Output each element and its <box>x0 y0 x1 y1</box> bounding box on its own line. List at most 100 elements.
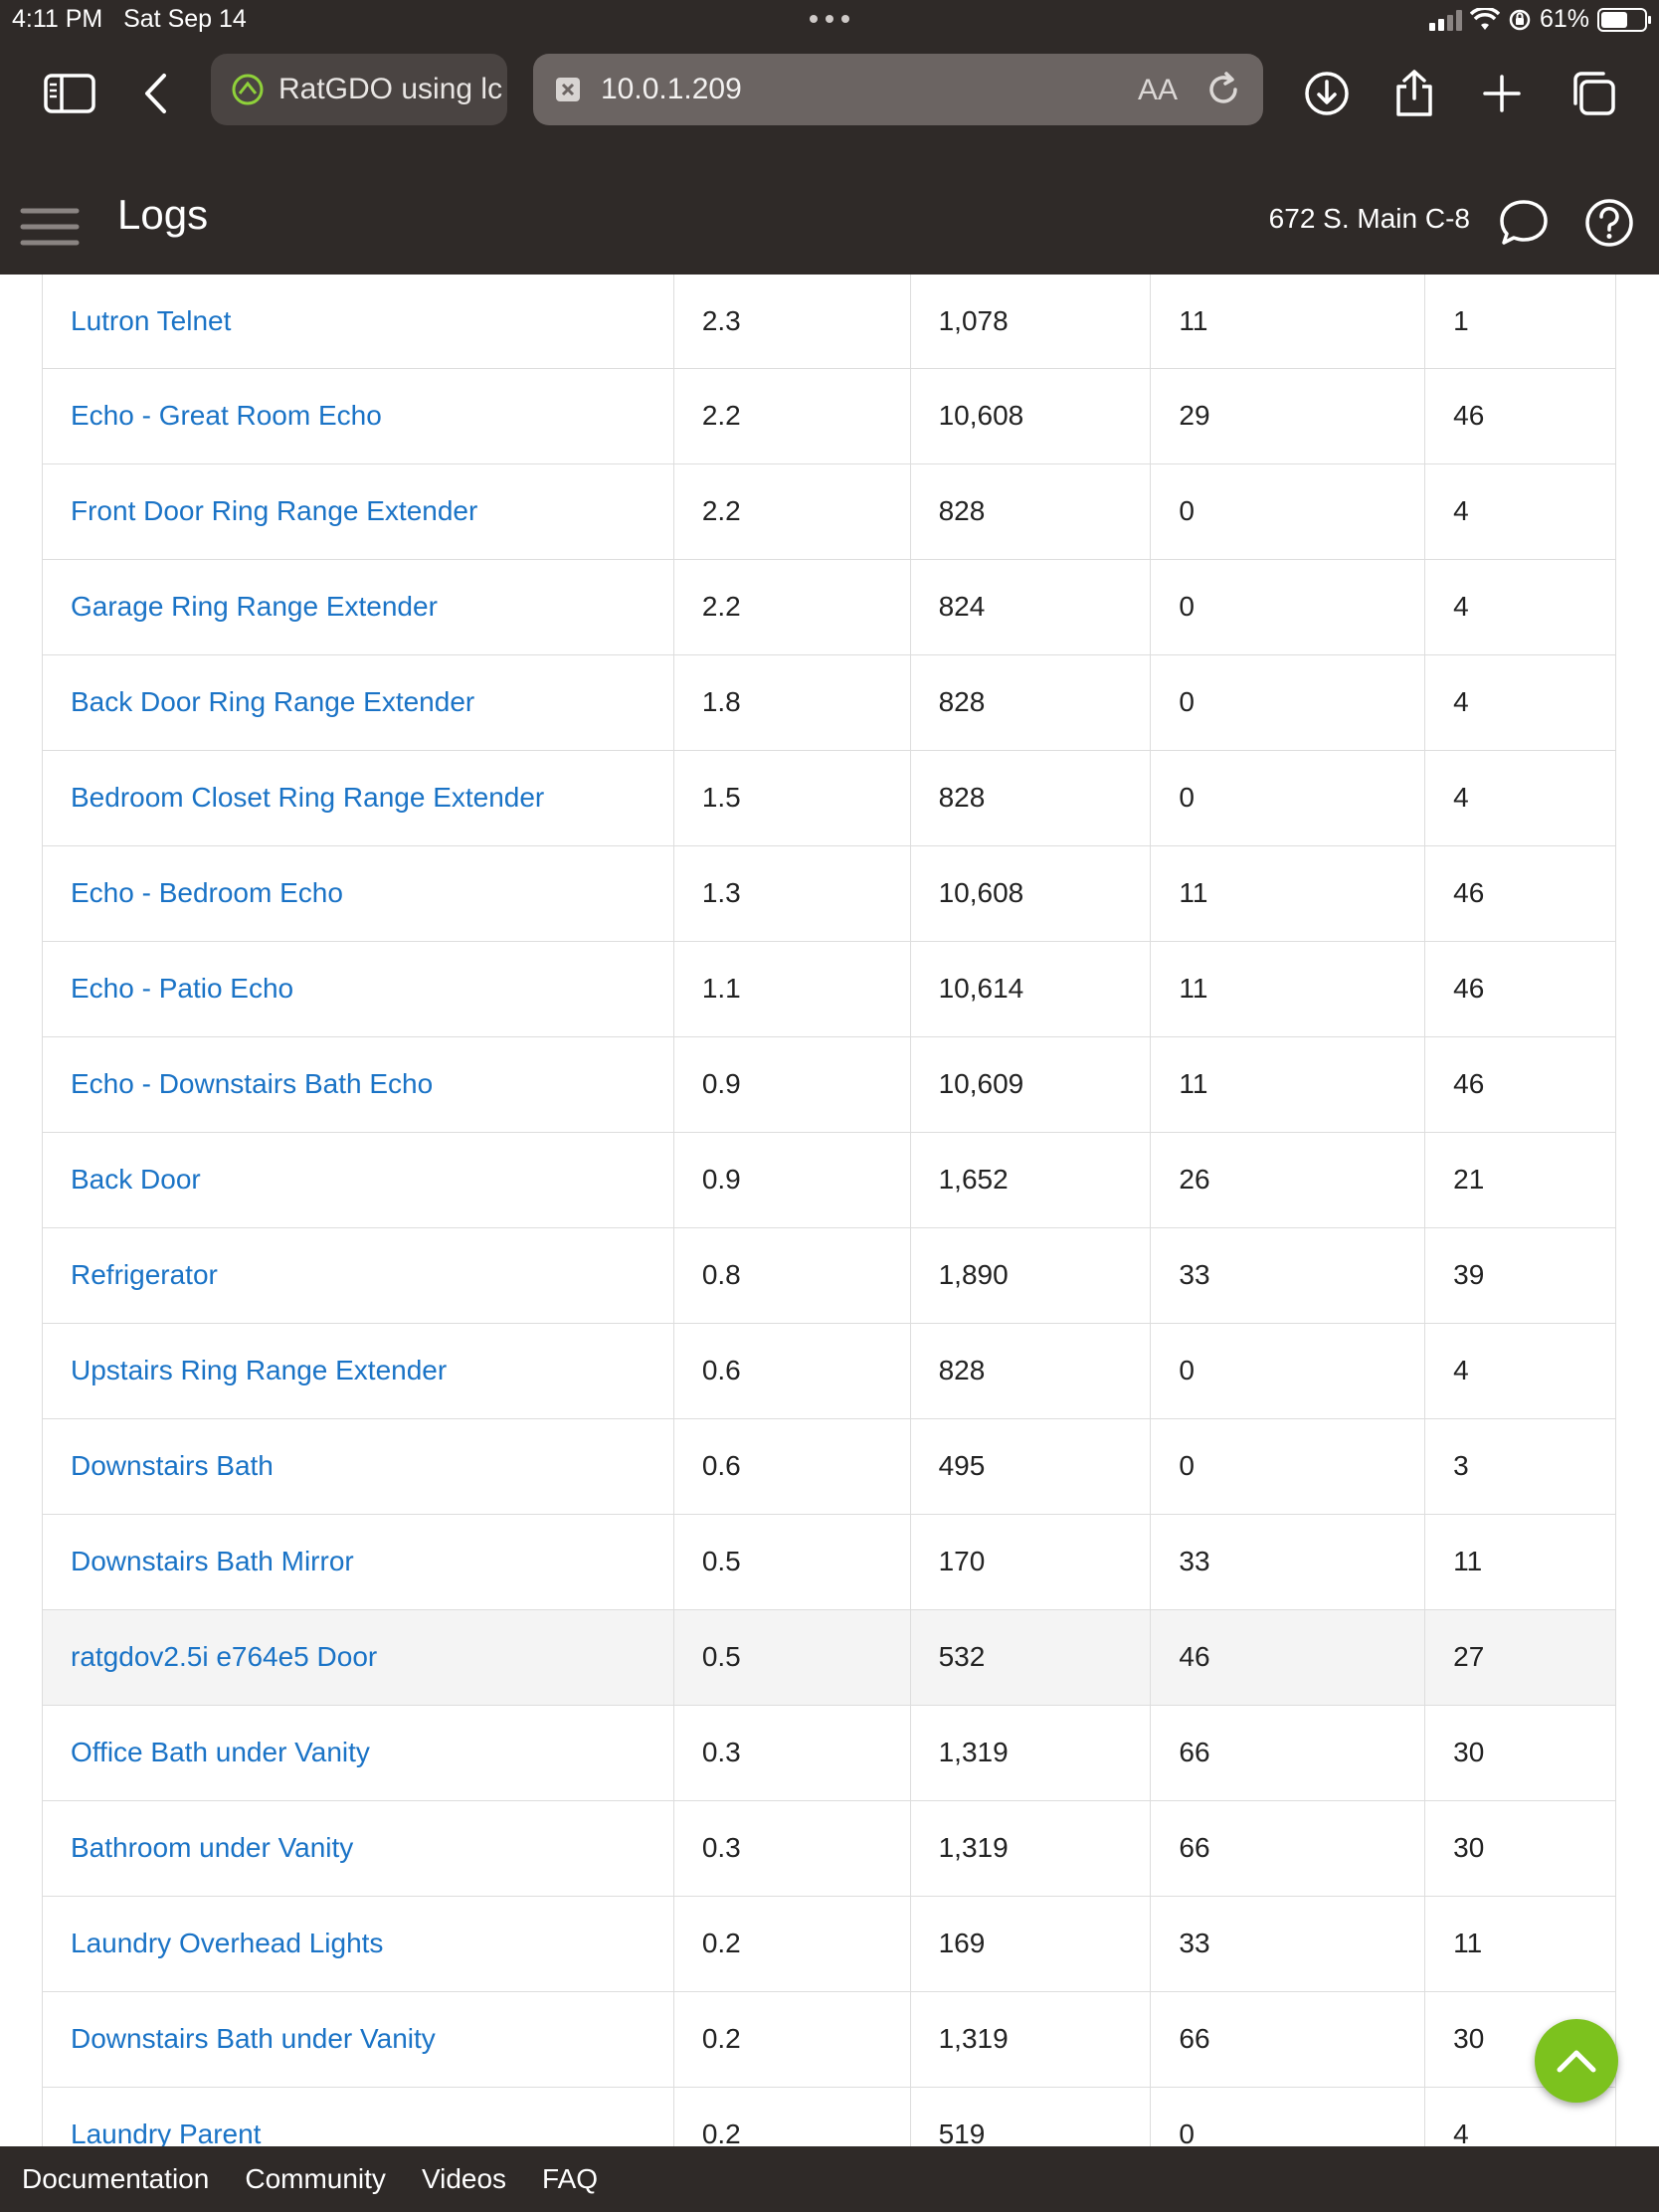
battery-percent: 61% <box>1539 5 1589 33</box>
value-cell: 170 <box>909 1513 1152 1610</box>
value-cell: 4 <box>1424 1322 1616 1419</box>
footer-nav: Documentation Community Videos FAQ <box>0 2146 1659 2212</box>
value-cell: 1,319 <box>909 1990 1152 2088</box>
value-cell: 33 <box>1150 1226 1426 1324</box>
value-cell: 4 <box>1424 749 1616 846</box>
chat-icon[interactable] <box>1496 195 1552 251</box>
address-text: 10.0.1.209 <box>601 73 742 105</box>
value-cell: 10,614 <box>909 940 1152 1037</box>
table-row: Back Door Ring Range Extender 1.8 828 0 4 <box>42 653 1616 751</box>
device-name-link[interactable]: Back Door <box>42 1131 674 1228</box>
value-cell: 0 <box>1150 558 1426 655</box>
browser-toolbar: RatGDO using lc 10.0.1.209 AA <box>0 44 1659 179</box>
value-cell: 824 <box>909 558 1152 655</box>
help-icon[interactable] <box>1581 195 1637 251</box>
insecure-site-icon <box>556 78 580 101</box>
download-icon <box>1305 72 1349 115</box>
device-name-link[interactable]: ratgdov2.5i e764e5 Door <box>42 1608 674 1706</box>
value-cell: 519 <box>909 2086 1152 2146</box>
table-row: Laundry Overhead Lights 0.2 169 33 11 <box>42 1895 1616 1992</box>
footer-link-community[interactable]: Community <box>245 2163 386 2194</box>
value-cell: 0.2 <box>672 2086 911 2146</box>
device-name-link[interactable]: Front Door Ring Range Extender <box>42 462 674 560</box>
device-name-link[interactable]: Echo - Bedroom Echo <box>42 844 674 942</box>
value-cell: 11 <box>1150 1035 1426 1133</box>
table-row: Lutron Telnet 2.3 1,078 11 1 <box>42 275 1616 369</box>
value-cell: 169 <box>909 1895 1152 1992</box>
footer-link-videos[interactable]: Videos <box>421 2163 507 2194</box>
table-row: Upstairs Ring Range Extender 0.6 828 0 4 <box>42 1322 1616 1419</box>
value-cell: 46 <box>1424 844 1616 942</box>
multitasking-dots-icon[interactable] <box>806 9 853 29</box>
table-row: Echo - Great Room Echo 2.2 10,608 29 46 <box>42 367 1616 464</box>
value-cell: 3 <box>1424 1417 1616 1515</box>
device-name-link[interactable]: Echo - Patio Echo <box>42 940 674 1037</box>
device-name-link[interactable]: Bedroom Closet Ring Range Extender <box>42 749 674 846</box>
value-cell: 66 <box>1150 1704 1426 1801</box>
device-name-link[interactable]: Laundry Parent <box>42 2086 674 2146</box>
device-name-link[interactable]: Back Door Ring Range Extender <box>42 653 674 751</box>
value-cell: 1,652 <box>909 1131 1152 1228</box>
value-cell: 30 <box>1424 1704 1616 1801</box>
device-name-link[interactable]: Refrigerator <box>42 1226 674 1324</box>
device-name-link[interactable]: Garage Ring Range Extender <box>42 558 674 655</box>
value-cell: 4 <box>1424 462 1616 560</box>
reader-options-button[interactable]: AA <box>1137 74 1178 106</box>
back-button[interactable] <box>125 64 185 123</box>
status-right: 61% <box>1428 5 1651 34</box>
hamburger-menu-icon[interactable] <box>20 197 80 257</box>
table-row: ratgdov2.5i e764e5 Door 0.5 532 46 27 <box>42 1608 1616 1706</box>
table-row: Echo - Downstairs Bath Echo 0.9 10,609 11 46 <box>42 1035 1616 1133</box>
footer-link-documentation[interactable]: Documentation <box>22 2163 210 2194</box>
orientation-lock-icon <box>1509 9 1531 30</box>
value-cell: 0.3 <box>672 1799 911 1897</box>
device-name-link[interactable]: Upstairs Ring Range Extender <box>42 1322 674 1419</box>
device-name-link[interactable]: Lutron Telnet <box>42 275 674 369</box>
value-cell: 1.3 <box>672 844 911 942</box>
sidebar-button[interactable] <box>40 64 99 123</box>
value-cell: 10,608 <box>909 844 1152 942</box>
value-cell: 0.5 <box>672 1513 911 1610</box>
new-tab-button[interactable] <box>1472 64 1532 123</box>
reload-icon[interactable] <box>1201 68 1245 111</box>
value-cell: 0 <box>1150 462 1426 560</box>
value-cell: 495 <box>909 1417 1152 1515</box>
value-cell: 0.6 <box>672 1417 911 1515</box>
value-cell: 26 <box>1150 1131 1426 1228</box>
table-row: Laundry Parent 0.2 519 0 4 <box>42 2086 1616 2146</box>
value-cell: 27 <box>1424 1608 1616 1706</box>
value-cell: 0.5 <box>672 1608 911 1706</box>
page-title: Logs <box>117 191 209 238</box>
scroll-to-top-button[interactable] <box>1535 2019 1618 2103</box>
footer-link-faq[interactable]: FAQ <box>542 2163 599 2194</box>
device-name-link[interactable]: Downstairs Bath <box>42 1417 674 1515</box>
value-cell: 0.2 <box>672 1990 911 2088</box>
value-cell: 4 <box>1424 558 1616 655</box>
value-cell: 66 <box>1150 1990 1426 2088</box>
device-name-link[interactable]: Echo - Downstairs Bath Echo <box>42 1035 674 1133</box>
logs-table-container[interactable]: Lutron Telnet 2.3 1,078 11 1 Echo - Great Roo… <box>0 275 1659 2146</box>
device-name-link[interactable]: Downstairs Bath under Vanity <box>42 1990 674 2088</box>
share-button[interactable] <box>1384 64 1444 123</box>
device-name-link[interactable]: Office Bath under Vanity <box>42 1704 674 1801</box>
table-row: Garage Ring Range Extender 2.2 824 0 4 <box>42 558 1616 655</box>
device-name-link[interactable]: Echo - Great Room Echo <box>42 367 674 464</box>
value-cell: 1,890 <box>909 1226 1152 1324</box>
table-row: Echo - Patio Echo 1.1 10,614 11 46 <box>42 940 1616 1037</box>
table-row: Downstairs Bath under Vanity 0.2 1,319 66 30 <box>42 1990 1616 2088</box>
value-cell: 10,608 <box>909 367 1152 464</box>
app-header: Logs 672 S. Main C-8 <box>0 179 1659 275</box>
device-name-link[interactable]: Laundry Overhead Lights <box>42 1895 674 1992</box>
value-cell: 11 <box>1150 940 1426 1037</box>
tab-overview-button[interactable] <box>1564 64 1623 123</box>
device-name-link[interactable]: Bathroom under Vanity <box>42 1799 674 1897</box>
address-bar[interactable]: 10.0.1.209 AA <box>533 54 1263 125</box>
downloads-button[interactable] <box>1297 64 1357 123</box>
location-name[interactable]: 672 S. Main C-8 <box>1268 203 1470 234</box>
browser-tab[interactable]: RatGDO using lc <box>211 54 507 125</box>
value-cell: 1.8 <box>672 653 911 751</box>
table-row: Bathroom under Vanity 0.3 1,319 66 30 <box>42 1799 1616 1897</box>
value-cell: 11 <box>1150 844 1426 942</box>
device-name-link[interactable]: Downstairs Bath Mirror <box>42 1513 674 1610</box>
value-cell: 2.2 <box>672 558 911 655</box>
